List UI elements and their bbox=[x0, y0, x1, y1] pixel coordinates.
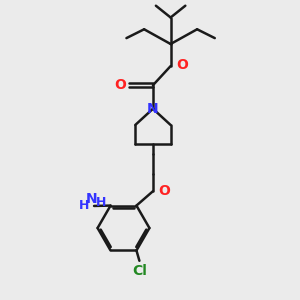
Text: O: O bbox=[158, 184, 170, 198]
Text: N: N bbox=[147, 102, 159, 116]
Text: Cl: Cl bbox=[132, 264, 147, 278]
Text: H: H bbox=[79, 200, 89, 212]
Text: H: H bbox=[96, 196, 106, 209]
Text: O: O bbox=[114, 78, 126, 92]
Text: N: N bbox=[85, 192, 97, 206]
Text: O: O bbox=[176, 58, 188, 73]
